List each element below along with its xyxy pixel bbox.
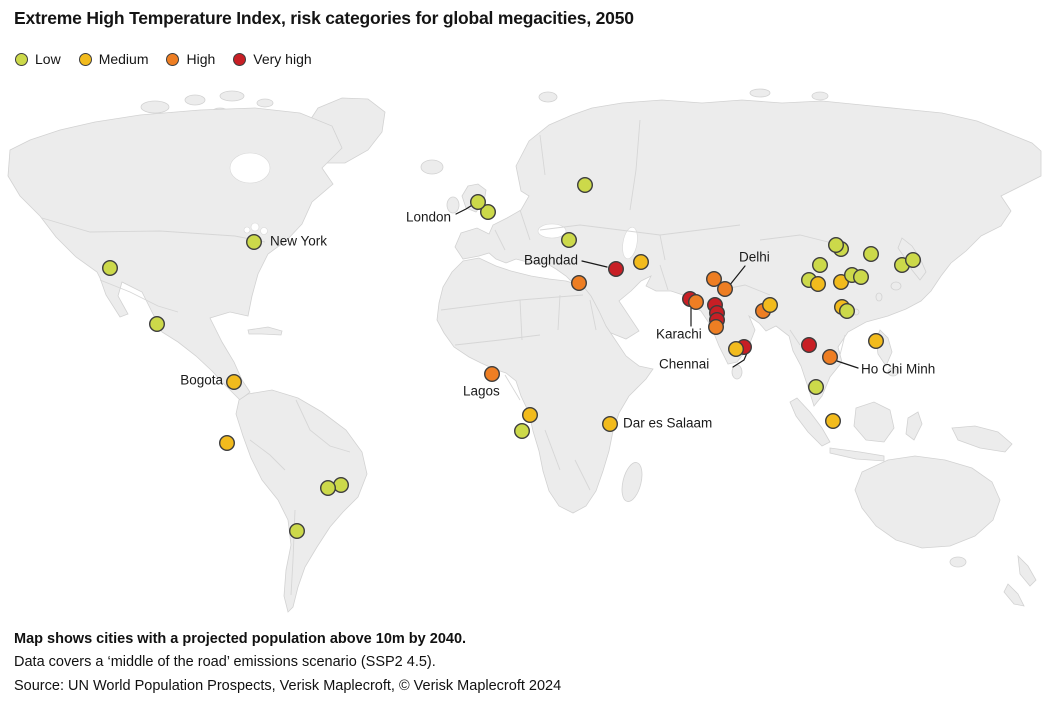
leader-line-chennai xyxy=(732,352,748,368)
page-title: Extreme High Temperature Index, risk cat… xyxy=(14,8,634,28)
country-borders xyxy=(41,119,846,596)
legend-item-low: Low xyxy=(15,51,61,67)
city-dot-low xyxy=(577,176,594,193)
city-dot-medium xyxy=(825,413,842,430)
city-dot-low xyxy=(863,245,880,262)
footnote-scenario: Data covers a ‘middle of the road’ emiss… xyxy=(14,654,436,671)
city-dot-low xyxy=(480,203,497,220)
city-label-delhi: Delhi xyxy=(739,249,770,265)
city-dot-very-high xyxy=(801,337,818,354)
city-dot-low xyxy=(853,269,870,286)
leader-line-delhi xyxy=(728,265,746,287)
legend-label-very-high: Very high xyxy=(253,51,312,67)
legend-item-high: High xyxy=(166,51,215,67)
legend-label-low: Low xyxy=(35,51,61,67)
city-label-london: London xyxy=(405,209,451,225)
footnote-source: Source: UN World Population Prospects, V… xyxy=(14,677,562,694)
city-dot-high xyxy=(688,294,705,311)
city-dot-medium xyxy=(762,297,779,314)
city-dot-low xyxy=(148,316,165,333)
legend-item-medium: Medium xyxy=(78,51,149,67)
lakes xyxy=(229,152,638,260)
city-dot-medium xyxy=(522,407,539,424)
city-dot-low xyxy=(839,303,856,320)
city-dot-medium xyxy=(810,276,827,293)
city-dot-low xyxy=(905,251,922,268)
city-dot-very-high xyxy=(608,261,625,278)
high-risk-dot-icon xyxy=(166,52,180,66)
city-dot-low xyxy=(812,257,829,274)
city-dot-low xyxy=(101,260,118,277)
footnote-population: Map shows cities with a projected popula… xyxy=(14,631,467,647)
city-dot-low xyxy=(514,423,531,440)
low-risk-dot-icon xyxy=(15,52,28,66)
leader-line-baghdad xyxy=(581,260,608,268)
world-map-land xyxy=(7,88,1042,613)
city-dot-low xyxy=(289,523,306,540)
city-dot-low xyxy=(333,477,350,494)
legend-label-high: High xyxy=(186,51,216,67)
city-dot-low xyxy=(470,193,487,210)
city-dot-low xyxy=(245,233,262,250)
city-dot-low xyxy=(320,480,337,497)
city-label-ho-chi-minh: Ho Chi Minh xyxy=(861,361,936,377)
city-dot-medium xyxy=(868,333,885,350)
very-high-risk-dot-icon xyxy=(233,52,247,66)
city-dot-high xyxy=(571,275,588,292)
legend-label-medium: Medium xyxy=(98,51,149,67)
medium-risk-dot-icon xyxy=(78,52,92,66)
city-dot-low xyxy=(808,379,825,396)
city-dot-medium xyxy=(728,341,745,358)
city-dots-layer xyxy=(101,176,922,540)
city-dot-medium xyxy=(602,416,619,433)
city-dot-medium xyxy=(633,253,650,270)
city-dot-high xyxy=(717,281,734,298)
city-dot-medium xyxy=(218,435,235,452)
city-dot-low xyxy=(561,231,578,248)
legend-item-very-high: Very high xyxy=(233,51,312,67)
city-label-baghdad: Baghdad xyxy=(523,252,578,268)
city-label-new-york: New York xyxy=(270,233,328,249)
footnotes: Map shows cities with a projected popula… xyxy=(14,628,561,698)
city-dot-high xyxy=(706,271,723,288)
city-label-dar-es-salaam: Dar es Salaam xyxy=(623,415,713,431)
city-dot-high xyxy=(708,319,725,336)
city-dot-high xyxy=(822,349,839,366)
city-dot-high xyxy=(484,366,501,383)
city-label-lagos: Lagos xyxy=(463,383,500,399)
city-label-karachi: Karachi xyxy=(656,326,702,342)
city-label-chennai: Chennai xyxy=(659,356,710,372)
legend: Low Medium High Very high xyxy=(15,51,312,67)
leader-line-ho-chi-minh xyxy=(836,360,859,369)
city-dot-medium xyxy=(225,374,242,391)
city-dot-low xyxy=(828,236,845,253)
city-label-bogota: Bogota xyxy=(180,372,223,388)
